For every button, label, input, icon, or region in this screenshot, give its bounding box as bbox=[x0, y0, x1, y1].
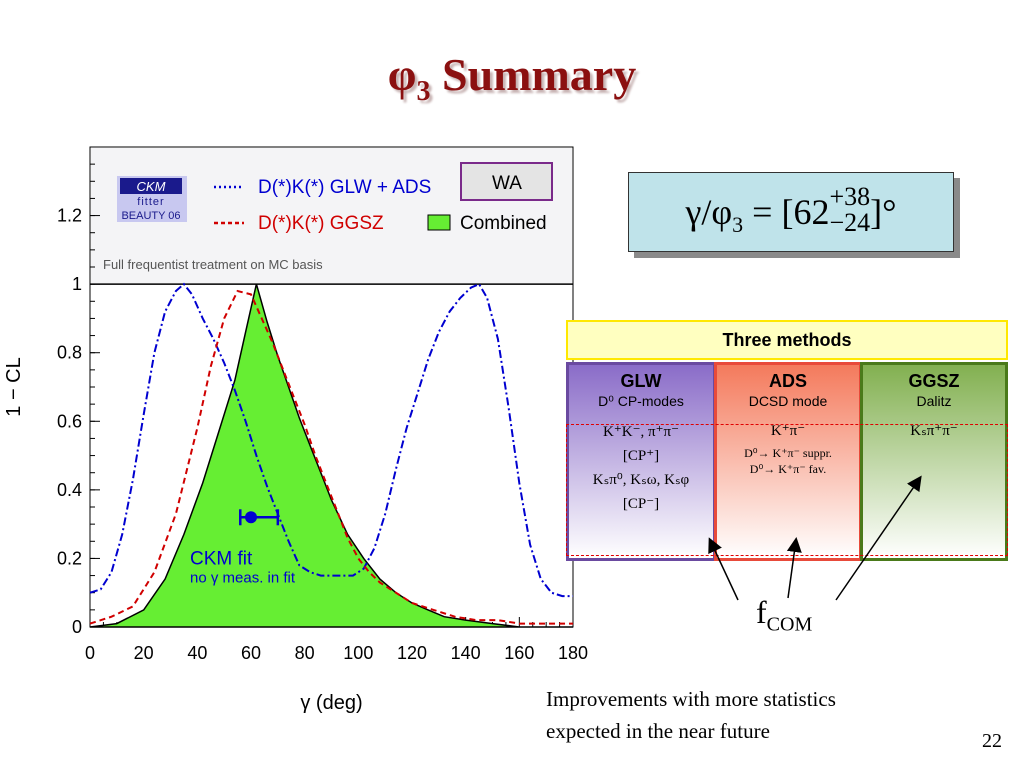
formula-errors: +38 −24 bbox=[829, 181, 871, 237]
formula-minus-error: −24 bbox=[829, 207, 871, 237]
series-ggsz bbox=[89, 289, 573, 625]
method-ggsz-modes: Kₛπ⁺π⁻ bbox=[863, 419, 1005, 443]
formula-unit: ]° bbox=[870, 192, 897, 232]
ckm-fit-point bbox=[245, 511, 257, 524]
page-number: 22 bbox=[982, 730, 1002, 752]
ckmfitter-logo-beauty: BEAUTY 06 bbox=[121, 210, 180, 222]
slide-title: φ3 Summary bbox=[0, 48, 1024, 108]
note-line: Improvements with more statistics bbox=[546, 687, 836, 711]
ckmfitter-logo-band bbox=[120, 178, 182, 194]
method-ads-modes: K⁺π⁻ bbox=[717, 419, 859, 443]
method-glw-box: GLW D⁰ CP-modes K⁺K⁻, π⁺π⁻ [CP⁺] Kₛπ⁰, K… bbox=[566, 362, 716, 561]
method-ggsz-subtitle: Dalitz bbox=[916, 393, 952, 409]
y-tick-label: 0.6 bbox=[57, 411, 82, 431]
y-tick-label: 1 bbox=[72, 274, 82, 294]
x-tick-label: 180 bbox=[558, 643, 588, 663]
title-text: Summary bbox=[430, 49, 637, 100]
ckmfitter-logo-title: CKM bbox=[137, 179, 166, 194]
legend-ggsz-label: D(*)K(*) GGSZ bbox=[258, 213, 384, 234]
series-combined bbox=[89, 283, 573, 628]
method-ads-decays: D⁰→ K⁺π⁻ suppr. D⁰→ K⁺π⁻ fav. bbox=[717, 445, 859, 477]
method-glw-mode: K⁺K⁻, π⁺π⁻ bbox=[603, 424, 679, 440]
chart-note: Full frequentist treatment on MC basis bbox=[103, 257, 323, 272]
ckm-fit-label: CKM fit bbox=[190, 548, 253, 569]
x-tick-label: 20 bbox=[134, 643, 154, 663]
method-glw-mode: [CP⁺] bbox=[622, 448, 660, 464]
fcom-main: f bbox=[756, 594, 767, 630]
legend-glw-label: D(*)K(*) GLW + ADS bbox=[258, 177, 431, 198]
method-ggsz-name: GGSZ bbox=[908, 371, 960, 391]
ckmfitter-logo-sub: fitter bbox=[137, 196, 164, 208]
y-axis-label: 1 − CL bbox=[3, 357, 25, 416]
method-glw-subtitle: D⁰ CP-modes bbox=[598, 393, 684, 409]
gamma-result-box: γ/φ3 = [62 +38 −24]° bbox=[628, 172, 954, 252]
formula-lhs: γ/φ bbox=[685, 192, 733, 232]
y-tick-label: 0.2 bbox=[57, 548, 82, 568]
legend-wa-label: WA bbox=[492, 173, 522, 194]
method-ads-subtitle: DCSD mode bbox=[748, 393, 828, 409]
method-glw-name: GLW bbox=[620, 371, 662, 391]
method-ads-name: ADS bbox=[768, 371, 807, 391]
improvements-note: Improvements with more statistics expect… bbox=[546, 683, 966, 747]
fcom-subscript: COM bbox=[766, 613, 813, 636]
method-glw-mode: [CP⁻] bbox=[622, 496, 660, 512]
x-tick-label: 60 bbox=[241, 643, 261, 663]
x-tick-label: 100 bbox=[343, 643, 373, 663]
method-ggsz-box: GGSZ Dalitz Kₛπ⁺π⁻ bbox=[860, 362, 1008, 561]
chart: 0 20 40 60 80 100 120 140 160 180 0 0.2 0.4 0.6 0.8 1 1.… bbox=[3, 146, 588, 714]
y-tick-label: 0.8 bbox=[57, 343, 82, 363]
method-ads-decay: D⁰→ K⁺π⁻ suppr. bbox=[744, 446, 832, 460]
method-ads-box: ADS DCSD mode K⁺π⁻ D⁰→ K⁺π⁻ suppr. D⁰→ K… bbox=[714, 362, 862, 561]
method-glw-mode: Kₛπ⁰, Kₛω, Kₛφ bbox=[592, 472, 690, 488]
y-tick-label: 0 bbox=[72, 617, 82, 637]
x-tick-label: 80 bbox=[295, 643, 315, 663]
method-ggsz-mode: Kₛπ⁺π⁻ bbox=[910, 423, 958, 439]
x-tick-label: 160 bbox=[504, 643, 534, 663]
title-subscript: 3 bbox=[416, 76, 431, 108]
legend-wa-box bbox=[460, 162, 553, 201]
title-phi: φ bbox=[387, 49, 417, 100]
note-line: expected in the near future bbox=[546, 719, 770, 743]
formula-value: = [62 bbox=[743, 192, 830, 232]
method-ads-decay: D⁰→ K⁺π⁻ fav. bbox=[749, 462, 827, 476]
x-tick-label: 140 bbox=[451, 643, 481, 663]
y-tick-label: 0.4 bbox=[57, 480, 82, 500]
y-tick-label: 1.2 bbox=[57, 206, 82, 226]
formula-plus-error: +38 bbox=[829, 181, 871, 211]
gamma-result-formula: γ/φ3 = [62 +38 −24]° bbox=[629, 173, 953, 251]
formula-lhs-sub: 3 bbox=[732, 212, 744, 238]
legend-combined-swatch bbox=[427, 214, 451, 231]
x-tick-label: 120 bbox=[397, 643, 427, 663]
method-glw-modes: K⁺K⁻, π⁺π⁻ [CP⁺] Kₛπ⁰, Kₛω, Kₛφ [CP⁻] bbox=[569, 420, 713, 516]
legend-combined-label: Combined bbox=[460, 213, 547, 234]
x-tick-label: 40 bbox=[187, 643, 207, 663]
method-ads-mode: K⁺π⁻ bbox=[770, 423, 806, 439]
ckm-fit-sublabel: no γ meas. in fit bbox=[190, 569, 296, 586]
methods-header: Three methods bbox=[566, 320, 1008, 360]
x-tick-label: 0 bbox=[85, 643, 95, 663]
x-axis-label: γ (deg) bbox=[300, 692, 362, 714]
fcom-label: fCOM bbox=[756, 594, 812, 636]
